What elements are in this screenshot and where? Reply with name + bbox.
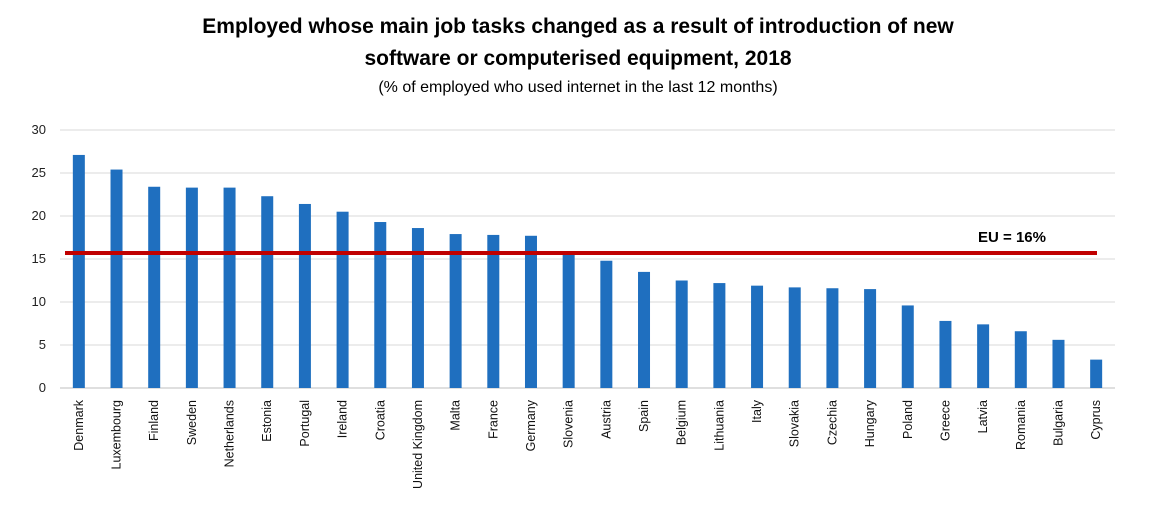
x-tick-label: Greece — [938, 400, 952, 441]
x-tick-label: Denmark — [72, 399, 86, 450]
bar — [72, 154, 85, 388]
x-tick-label: Slovenia — [562, 400, 576, 448]
bar — [524, 235, 537, 388]
x-tick-label: Netherlands — [223, 400, 237, 467]
bar — [185, 187, 198, 388]
bar — [487, 234, 500, 388]
bar — [977, 324, 990, 388]
x-tick-label: France — [486, 400, 500, 439]
x-tick-label: Lithuania — [712, 400, 726, 451]
x-tick-label: Poland — [901, 400, 915, 439]
y-tick-label: 5 — [39, 337, 46, 352]
bar — [223, 187, 236, 388]
bar — [1014, 331, 1027, 388]
x-tick-label: Finland — [147, 400, 161, 441]
gridlines — [60, 129, 1115, 389]
y-tick-label: 0 — [39, 380, 46, 395]
x-tick-label: Germany — [524, 399, 538, 451]
x-axis-labels: Denmark Luxembourg Finland Sweden Netherland… — [72, 399, 1103, 489]
eu-average-label: EU = 16% — [978, 229, 1046, 246]
bar — [562, 252, 575, 388]
bar — [298, 203, 311, 388]
bar — [411, 228, 424, 388]
x-tick-label: Luxembourg — [110, 400, 124, 470]
x-tick-label: Belgium — [675, 400, 689, 445]
x-tick-label: Portugal — [298, 400, 312, 447]
x-tick-label: Hungary — [863, 399, 877, 447]
x-tick-label: Estonia — [260, 400, 274, 442]
x-tick-label: United Kingdom — [411, 400, 425, 489]
x-tick-label: Sweden — [185, 400, 199, 445]
bars — [72, 154, 1103, 388]
x-tick-label: Austria — [599, 400, 613, 439]
y-tick-label: 15 — [32, 251, 46, 266]
bar — [374, 222, 387, 388]
x-tick-label: Slovakia — [788, 400, 802, 447]
eu-reference: EU = 16% — [65, 229, 1097, 255]
bar — [336, 211, 349, 388]
chart-title-line-1: Employed whose main job tasks changed as… — [202, 15, 954, 38]
x-tick-label: Romania — [1014, 400, 1028, 450]
bar — [1090, 359, 1103, 388]
x-tick-label: Malta — [449, 400, 463, 431]
x-tick-label: Croatia — [373, 400, 387, 440]
bar — [148, 186, 161, 388]
bar — [901, 305, 914, 388]
bar — [638, 271, 651, 388]
y-tick-label: 10 — [32, 294, 46, 309]
chart-title-line-2: software or computerised equipment, 2018 — [364, 47, 792, 70]
x-tick-label: Latvia — [976, 400, 990, 433]
bar — [864, 289, 877, 388]
bar — [751, 285, 764, 388]
bar — [713, 283, 726, 388]
bar — [939, 320, 952, 388]
y-tick-label: 20 — [32, 208, 46, 223]
chart-subtitle: (% of employed who used internet in the … — [378, 79, 778, 96]
y-tick-label: 25 — [32, 165, 46, 180]
x-tick-label: Czechia — [825, 400, 839, 445]
bar — [261, 196, 274, 388]
y-axis-ticks: 0 5 10 15 20 25 30 — [32, 122, 46, 395]
x-tick-label: Cyprus — [1089, 400, 1103, 440]
bar — [826, 288, 839, 388]
bar — [449, 234, 462, 388]
bar — [110, 169, 123, 388]
x-tick-label: Spain — [637, 400, 651, 432]
x-tick-label: Italy — [750, 399, 764, 423]
bar — [788, 287, 801, 388]
y-tick-label: 30 — [32, 122, 46, 137]
x-tick-label: Ireland — [336, 400, 350, 438]
bar — [600, 260, 613, 388]
bar — [1052, 339, 1065, 388]
bar — [675, 280, 688, 388]
x-tick-label: Bulgaria — [1051, 400, 1065, 446]
